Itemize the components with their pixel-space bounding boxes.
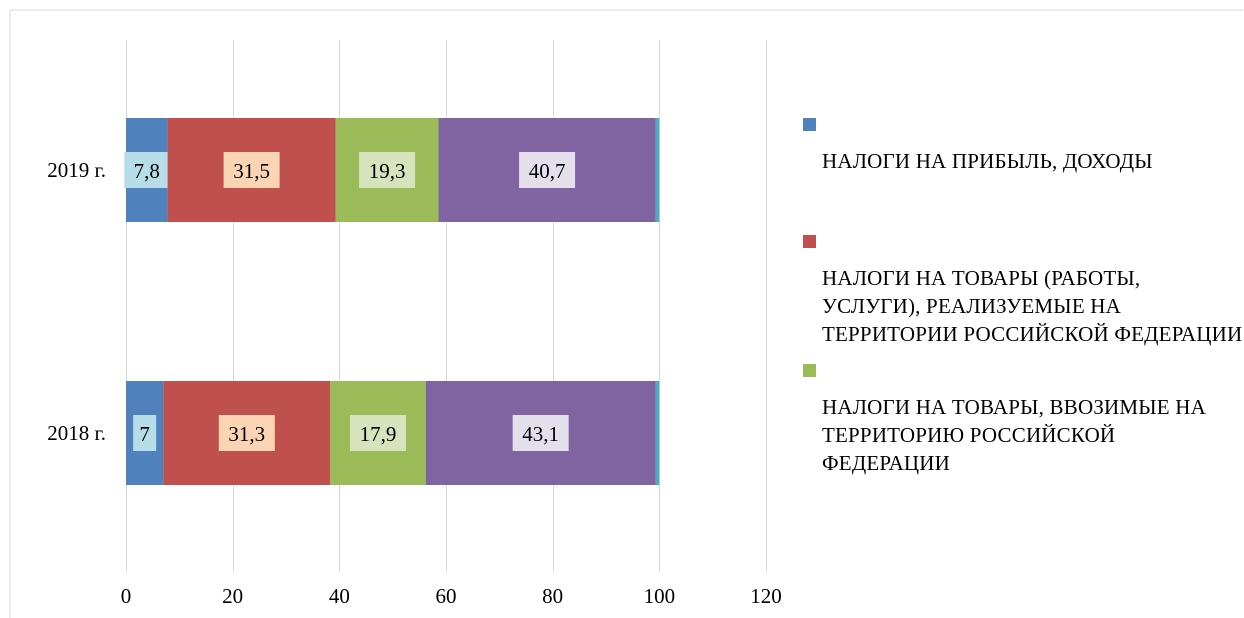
legend-swatch bbox=[803, 118, 816, 131]
chart-legend: НАЛОГИ НА ПРИБЫЛЬ, ДОХОДЫ НАЛОГИ НА ТОВА… bbox=[803, 118, 1243, 495]
data-label-background bbox=[519, 152, 576, 188]
legend-label: НАЛОГИ НА ТОВАРЫ (РАБОТЫ, УСЛУГИ), РЕАЛИ… bbox=[822, 266, 1243, 346]
y-category-label: 2018 г. bbox=[47, 421, 106, 445]
data-label-background bbox=[218, 415, 275, 451]
legend-item: НАЛОГИ НА ТОВАРЫ, ВВОЗИМЫЕ НА ТЕРРИТОРИЮ… bbox=[803, 364, 1243, 477]
data-label: 31,5 bbox=[233, 159, 270, 183]
x-tick-label: 20 bbox=[222, 584, 243, 608]
bar-chart: 0 20 40 60 80 100 120 2019 г. 7,8 31,5 19,3 40,7 201… bbox=[47, 40, 782, 608]
data-label: 17,9 bbox=[360, 422, 397, 446]
data-label-background bbox=[350, 415, 406, 451]
data-label: 40,7 bbox=[529, 159, 566, 183]
y-category-label: 2019 г. bbox=[47, 158, 106, 182]
legend-swatch bbox=[803, 235, 816, 248]
data-label: 43,1 bbox=[522, 422, 559, 446]
data-label-background bbox=[223, 152, 280, 188]
data-label: 7,8 bbox=[134, 159, 160, 183]
x-tick-label: 120 bbox=[750, 584, 782, 608]
data-label-background bbox=[133, 415, 157, 451]
legend-swatch bbox=[803, 364, 816, 377]
legend-item: НАЛОГИ НА ПРИБЫЛЬ, ДОХОДЫ bbox=[803, 118, 1243, 175]
x-tick-label: 40 bbox=[329, 584, 350, 608]
legend-label: НАЛОГИ НА ТОВАРЫ, ВВОЗИМЫЕ НА ТЕРРИТОРИЮ… bbox=[822, 395, 1206, 475]
bar-segment bbox=[655, 118, 660, 222]
data-label: 7 bbox=[139, 422, 150, 446]
data-label-background bbox=[124, 152, 170, 188]
x-tick-label: 0 bbox=[121, 584, 132, 608]
data-label-background bbox=[359, 152, 416, 188]
x-tick-label: 100 bbox=[644, 584, 676, 608]
legend-item: НАЛОГИ НА ТОВАРЫ (РАБОТЫ, УСЛУГИ), РЕАЛИ… bbox=[803, 235, 1243, 348]
x-tick-label: 80 bbox=[542, 584, 563, 608]
x-tick-label: 60 bbox=[436, 584, 457, 608]
data-label: 31,3 bbox=[228, 422, 265, 446]
data-label-background bbox=[512, 415, 569, 451]
data-label: 19,3 bbox=[369, 159, 406, 183]
legend-label: НАЛОГИ НА ПРИБЫЛЬ, ДОХОДЫ bbox=[822, 149, 1153, 173]
bar-segment bbox=[655, 381, 660, 485]
